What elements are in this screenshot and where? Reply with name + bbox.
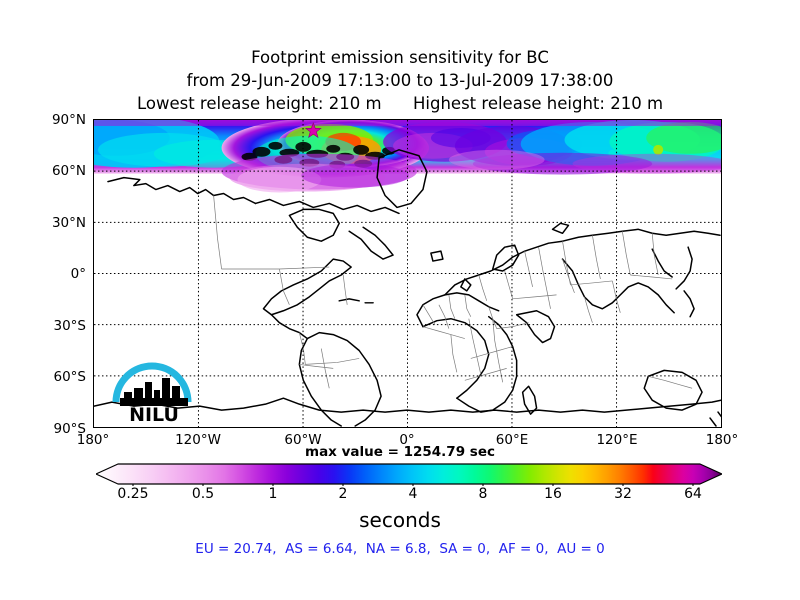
y-tick-60n: 60°N bbox=[51, 163, 86, 179]
colorbar-tick-8: 64 bbox=[684, 486, 702, 502]
y-tick-90n: 90°N bbox=[51, 112, 86, 128]
nilu-arch-icon bbox=[112, 362, 192, 403]
max-value-label: max value = 1254.79 sec bbox=[305, 444, 495, 460]
title-line-1: Footprint emission sensitivity for BC bbox=[251, 48, 549, 67]
colorbar-tick-1: 0.5 bbox=[191, 486, 215, 502]
x-tick-120w: 120°W bbox=[175, 432, 221, 448]
release-site-star-marker bbox=[304, 122, 322, 139]
nilu-wordmark: NILU bbox=[129, 404, 179, 424]
y-tick-0: 0° bbox=[70, 266, 86, 282]
receptor-stats-footer: EU = 20.74, AS = 6.64, NA = 6.8, SA = 0,… bbox=[195, 541, 605, 557]
x-tick-60e: 60°E bbox=[495, 432, 529, 448]
colorbar-tick-5: 8 bbox=[478, 486, 488, 502]
colorbar-tick-0: 0.25 bbox=[117, 486, 149, 502]
title-line-2: from 29-Jun-2009 17:13:00 to 13-Jul-2009… bbox=[186, 71, 614, 90]
y-tick-90s: 90°S bbox=[53, 421, 87, 437]
x-tick-180w: 180° bbox=[76, 432, 110, 448]
title-line-3: Lowest release height: 210 m Highest rel… bbox=[136, 94, 664, 113]
country-borders bbox=[213, 195, 693, 389]
colorbar-tick-7: 32 bbox=[614, 486, 632, 502]
x-tick-180e: 180° bbox=[705, 432, 739, 448]
x-tick-60w: 60°W bbox=[284, 432, 322, 448]
colorbar-tick-3: 2 bbox=[338, 486, 348, 502]
colorbar-tick-2: 1 bbox=[268, 486, 278, 502]
x-tick-0: 0° bbox=[399, 432, 415, 448]
map-gridlines bbox=[94, 120, 721, 427]
colorbar[interactable] bbox=[96, 462, 722, 486]
map-canvas bbox=[94, 120, 721, 427]
y-tick-30s: 30°S bbox=[53, 318, 87, 334]
figure-title-block: Footprint emission sensitivity for BC fr… bbox=[0, 46, 800, 115]
colorbar-unit-label: seconds bbox=[359, 508, 441, 532]
colorbar-tick-4: 4 bbox=[408, 486, 418, 502]
x-tick-120e: 120°E bbox=[596, 432, 638, 448]
nilu-logo: NILU bbox=[110, 358, 198, 424]
colorbar-gradient bbox=[96, 463, 722, 485]
nilu-skyline-icon bbox=[120, 378, 188, 406]
y-tick-60s: 60°S bbox=[53, 369, 87, 385]
colorbar-tick-6: 16 bbox=[544, 486, 562, 502]
y-tick-30n: 30°N bbox=[51, 215, 86, 231]
map-plot-area[interactable] bbox=[93, 119, 722, 428]
footprint-plume-field bbox=[94, 120, 721, 193]
colorbar-ticks bbox=[132, 484, 694, 486]
